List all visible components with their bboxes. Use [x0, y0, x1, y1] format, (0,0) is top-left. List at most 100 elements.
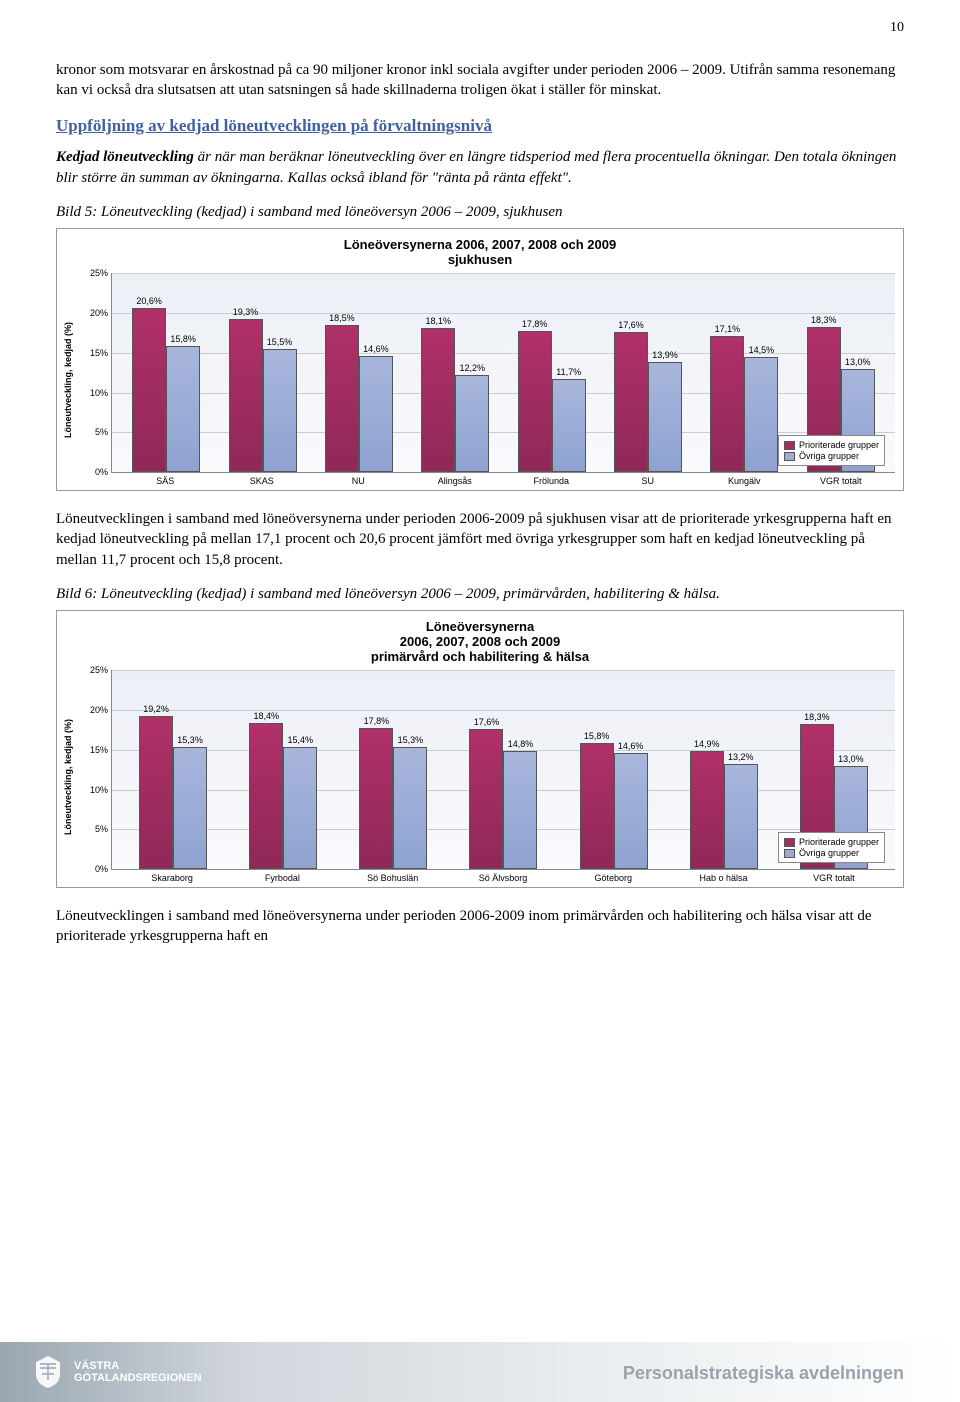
bar-group: 19,2% 15,3%: [131, 670, 216, 869]
bar-ovriga: 15,3%: [173, 747, 207, 869]
bar-group: 17,6% 14,8%: [461, 670, 546, 869]
bar-value-label: 19,2%: [143, 704, 169, 714]
bar-value-label: 17,1%: [715, 324, 741, 334]
bar-group: 17,6% 13,9%: [606, 273, 691, 472]
bar-prioriterade: 15,8%: [580, 743, 614, 869]
page-content: kronor som motsvarar en årskostnad på ca…: [0, 0, 960, 947]
bar-prioriterade: 19,3%: [229, 319, 263, 473]
bar-group: 18,4% 15,4%: [241, 670, 326, 869]
chart1-caption: Bild 5: Löneutveckling (kedjad) i samban…: [56, 202, 904, 222]
legend-item-prio: Prioriterade grupper: [784, 837, 879, 847]
bar-group: 17,1% 14,5%: [702, 273, 787, 472]
bar-value-label: 18,5%: [329, 313, 355, 323]
bar-value-label: 13,0%: [838, 754, 864, 764]
y-tick: 0%: [78, 864, 108, 874]
bar-prioriterade: 14,9%: [690, 751, 724, 870]
x-tick-label: VGR totalt: [791, 873, 876, 883]
bar-group: 19,3% 15,5%: [220, 273, 305, 472]
x-tick-label: Hab o hälsa: [681, 873, 766, 883]
bar-prioriterade: 18,4%: [249, 723, 283, 869]
bar-prioriterade: 17,6%: [614, 332, 648, 472]
x-tick-label: VGR totalt: [798, 476, 883, 486]
bar-value-label: 14,8%: [508, 739, 534, 749]
bar-value-label: 12,2%: [460, 363, 486, 373]
bar-value-label: 17,6%: [474, 717, 500, 727]
footer-logo-line2: GÖTALANDSREGIONEN: [74, 1372, 202, 1384]
bar-value-label: 17,6%: [618, 320, 644, 330]
bar-ovriga: 12,2%: [455, 375, 489, 472]
bar-prioriterade: 18,1%: [421, 328, 455, 472]
bar-prioriterade: 19,2%: [139, 716, 173, 869]
bar-value-label: 13,9%: [652, 350, 678, 360]
y-tick: 5%: [78, 427, 108, 437]
bar-group: 15,8% 14,6%: [571, 670, 656, 869]
section-heading: Uppföljning av kedjad löneutvecklingen p…: [56, 115, 904, 138]
bar-ovriga: 14,8%: [503, 751, 537, 869]
x-tick-label: Göteborg: [571, 873, 656, 883]
chart-title: Löneöversynerna 2006, 2007, 2008 och 200…: [61, 237, 899, 267]
paragraph-1: kronor som motsvarar en årskostnad på ca…: [56, 60, 904, 101]
bar-group: 20,6% 15,8%: [124, 273, 209, 472]
y-tick: 15%: [78, 348, 108, 358]
y-tick: 0%: [78, 467, 108, 477]
bar-value-label: 18,4%: [253, 711, 279, 721]
bar-value-label: 20,6%: [136, 296, 162, 306]
footer-logo-text: VÄSTRA GÖTALANDSREGIONEN: [74, 1360, 202, 1384]
bar-value-label: 14,5%: [749, 345, 775, 355]
x-tick-label: SKAS: [219, 476, 304, 486]
page-number: 10: [890, 20, 904, 36]
bar-ovriga: 15,4%: [283, 747, 317, 870]
bar-value-label: 13,2%: [728, 752, 754, 762]
bar-value-label: 17,8%: [522, 319, 548, 329]
x-tick-label: SU: [605, 476, 690, 486]
footer-department: Personalstrategiska avdelningen: [623, 1363, 904, 1384]
bar-ovriga: 15,5%: [263, 349, 297, 472]
chart1: Löneöversynerna 2006, 2007, 2008 och 200…: [56, 228, 904, 491]
x-tick-label: Kungälv: [702, 476, 787, 486]
bar-value-label: 15,3%: [177, 735, 203, 745]
bar-value-label: 15,8%: [170, 334, 196, 344]
bar-group: 18,1% 12,2%: [413, 273, 498, 472]
y-tick: 15%: [78, 745, 108, 755]
y-tick: 25%: [78, 665, 108, 675]
x-tick-label: Frölunda: [509, 476, 594, 486]
bar-value-label: 13,0%: [845, 357, 871, 367]
paragraph-2: Kedjad löneutveckling är när man beräkna…: [56, 147, 904, 188]
bar-prioriterade: 20,6%: [132, 308, 166, 472]
bar-value-label: 15,3%: [398, 735, 424, 745]
bar-ovriga: 14,6%: [359, 356, 393, 472]
chart2-caption: Bild 6: Löneutveckling (kedjad) i samban…: [56, 584, 904, 604]
bar-prioriterade: 17,8%: [359, 728, 393, 870]
bar-prioriterade: 17,1%: [710, 336, 744, 472]
y-tick: 10%: [78, 388, 108, 398]
chart-legend: Prioriterade grupper Övriga grupper: [778, 435, 885, 466]
x-tick-label: SÄS: [123, 476, 208, 486]
y-tick: 20%: [78, 705, 108, 715]
chart-ylabel: Löneutveckling, kedjad (%): [61, 322, 75, 438]
term-kedjad: Kedjad löneutveckling: [56, 149, 194, 165]
bar-value-label: 14,6%: [363, 344, 389, 354]
chart-title: Löneöversynerna2006, 2007, 2008 och 2009…: [61, 619, 899, 664]
x-tick-label: Fyrbodal: [240, 873, 325, 883]
bar-ovriga: 11,7%: [552, 379, 586, 472]
bar-ovriga: 15,3%: [393, 747, 427, 869]
x-tick-label: Skaraborg: [130, 873, 215, 883]
y-tick: 10%: [78, 785, 108, 795]
bar-value-label: 19,3%: [233, 307, 259, 317]
bar-ovriga: 13,9%: [648, 362, 682, 473]
bar-value-label: 17,8%: [364, 716, 390, 726]
y-tick: 20%: [78, 308, 108, 318]
bar-value-label: 11,7%: [556, 367, 581, 377]
chart2: Löneöversynerna2006, 2007, 2008 och 2009…: [56, 610, 904, 888]
bar-prioriterade: 18,5%: [325, 325, 359, 472]
chart-ylabel: Löneutveckling, kedjad (%): [61, 719, 75, 835]
paragraph-4: Löneutvecklingen i samband med löneövers…: [56, 906, 904, 947]
bar-ovriga: 13,2%: [724, 764, 758, 869]
y-tick: 5%: [78, 824, 108, 834]
bar-value-label: 14,6%: [618, 741, 644, 751]
x-tick-label: Sö Älvsborg: [461, 873, 546, 883]
chart-legend: Prioriterade grupper Övriga grupper: [778, 832, 885, 863]
bar-prioriterade: 17,8%: [518, 331, 552, 473]
x-tick-label: Alingsås: [412, 476, 497, 486]
x-tick-label: Sö Bohuslän: [350, 873, 435, 883]
